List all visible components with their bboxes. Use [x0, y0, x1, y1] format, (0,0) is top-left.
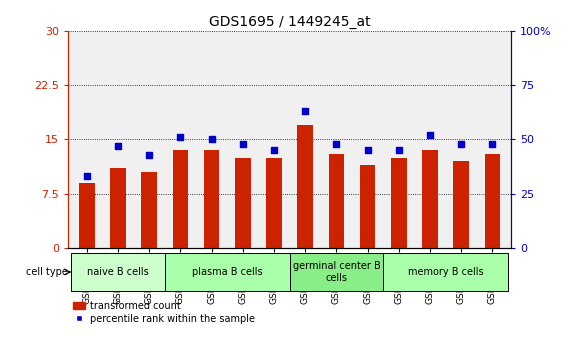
Point [332, 141, 341, 147]
Bar [141, 172, 157, 248]
Bar [290, 253, 383, 291]
Bar [453, 161, 469, 248]
Text: cell type: cell type [26, 267, 68, 277]
Point [394, 148, 403, 153]
Point [488, 141, 497, 147]
Bar [298, 125, 313, 248]
Bar [329, 154, 344, 248]
Point [363, 148, 372, 153]
Bar [71, 253, 165, 291]
Bar [360, 165, 375, 248]
Bar [383, 253, 508, 291]
Legend: transformed count, percentile rank within the sample: transformed count, percentile rank withi… [73, 301, 254, 324]
Point [114, 143, 123, 149]
Bar [485, 154, 500, 248]
Point [300, 109, 310, 114]
Bar [204, 150, 219, 248]
Bar [173, 150, 188, 248]
Bar [110, 168, 126, 248]
Bar [266, 158, 282, 248]
Bar [79, 183, 95, 248]
Point [207, 137, 216, 142]
Point [425, 132, 435, 138]
Point [457, 141, 466, 147]
Bar [235, 158, 250, 248]
Title: GDS1695 / 1449245_at: GDS1695 / 1449245_at [209, 14, 370, 29]
Point [82, 174, 91, 179]
Bar [165, 253, 290, 291]
Text: memory B cells: memory B cells [408, 267, 483, 277]
Point [239, 141, 248, 147]
Point [145, 152, 154, 157]
Point [270, 148, 279, 153]
Text: plasma B cells: plasma B cells [192, 267, 262, 277]
Text: germinal center B
cells: germinal center B cells [293, 261, 381, 283]
Bar [422, 150, 438, 248]
Bar [391, 158, 407, 248]
Text: naive B cells: naive B cells [87, 267, 149, 277]
Point [176, 135, 185, 140]
